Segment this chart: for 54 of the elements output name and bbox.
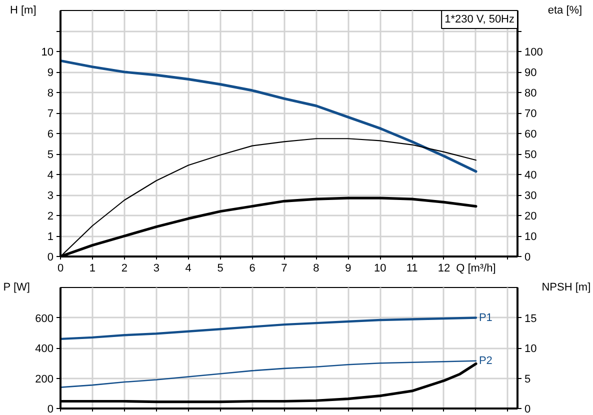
x-tick-label: 9: [345, 262, 352, 274]
series-label: P1: [478, 312, 492, 324]
y2-axis-title: eta [%]: [548, 4, 582, 16]
x-tick-label: 7: [281, 262, 288, 274]
x-tick-label: 4: [185, 262, 192, 274]
y2-tick-label: 40: [524, 170, 537, 182]
x-tick-label: Q [m³/h]: [456, 262, 496, 274]
y2-tick-label: 50: [524, 149, 537, 161]
y-tick-label: 9: [47, 67, 54, 79]
line-series: [60, 360, 477, 388]
y-tick-label: 8: [47, 88, 54, 100]
y-tick-label: 600: [35, 312, 54, 325]
y2-tick-label: 60: [524, 128, 537, 140]
y2-axis-title: NPSH [m]: [542, 282, 591, 294]
y2-tick-label: 80: [524, 88, 537, 100]
y-axis-title: H [m]: [10, 4, 36, 16]
y-tick-label: 6: [47, 128, 54, 140]
y-tick-label: 10: [41, 46, 54, 58]
y2-tick-label: 0: [524, 404, 531, 415]
x-tick-label: 0: [57, 262, 64, 274]
x-tick-label: 10: [374, 262, 386, 274]
y2-tick-label: 90: [524, 67, 537, 79]
y-tick-label: 200: [35, 373, 54, 386]
y-tick-label: 0: [47, 404, 54, 415]
y-tick-label: 2: [47, 210, 54, 222]
x-tick-label: 8: [313, 262, 320, 274]
y-tick-label: 1: [47, 231, 54, 243]
y-tick-label: 3: [47, 190, 54, 202]
y-tick-label: 5: [47, 149, 54, 161]
y2-tick-label: 20: [524, 210, 537, 222]
y-tick-label: 4: [47, 170, 54, 182]
y-tick-label: 400: [35, 343, 54, 355]
x-tick-label: 6: [249, 262, 256, 274]
line-series: [60, 316, 478, 340]
y-axis-title: P [W]: [3, 282, 30, 294]
y2-tick-label: 0: [524, 252, 531, 264]
y2-tick-label: 100: [524, 46, 543, 58]
series-label: P2: [478, 354, 492, 367]
y2-tick-label: 10: [524, 343, 537, 355]
line-series: [60, 59, 478, 173]
x-tick-label: 12: [438, 262, 450, 274]
x-tick-label: 2: [121, 262, 128, 274]
chart-title: 1*230 V, 50Hz: [444, 14, 515, 26]
y2-tick-label: 5: [524, 373, 531, 386]
y2-tick-label: 30: [524, 190, 537, 202]
y2-tick-label: 10: [524, 231, 537, 243]
y-tick-label: 0: [47, 252, 54, 264]
x-tick-label: 3: [153, 262, 160, 274]
x-tick-label: 1: [89, 262, 96, 274]
x-tick-label: 5: [217, 262, 224, 274]
y-tick-label: 7: [47, 108, 54, 120]
y2-tick-label: 70: [524, 108, 537, 120]
x-tick-label: 11: [406, 262, 418, 274]
y2-tick-label: 15: [524, 312, 537, 325]
